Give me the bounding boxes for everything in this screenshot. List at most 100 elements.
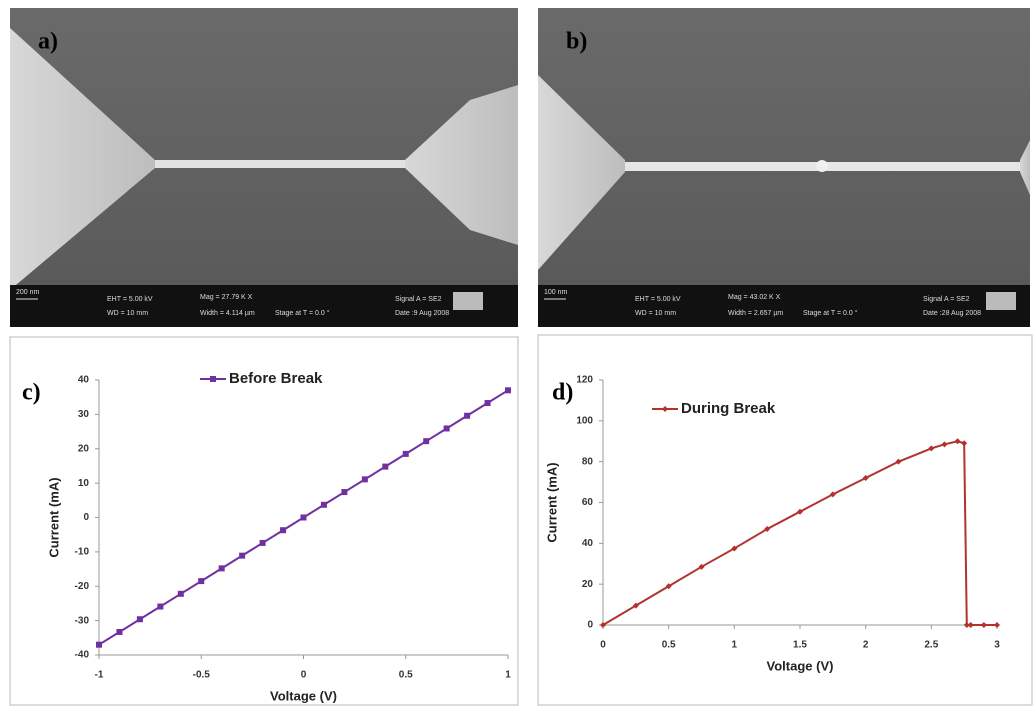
y-tick-label: 60 [582,497,594,508]
scale-bar-label: 100 nm [544,289,568,296]
y-tick-label: 0 [587,620,593,631]
legend-marker [662,406,668,412]
x-tick-label: 2 [863,640,869,651]
series-line [602,440,997,626]
sem-image-b [538,8,1030,327]
marker [764,526,771,533]
marker [300,514,307,521]
marker [218,565,225,572]
x-axis-title: Voltage (V) [270,688,337,703]
marker [994,622,1000,628]
marker [484,400,491,407]
marker [797,508,803,515]
marker [928,445,935,452]
sem-info: Date :28 Aug 2008 [923,310,981,317]
sem-info: EHT = 5.00 kV [107,296,153,303]
x-tick-label: 1 [732,640,738,651]
scale-bar-label: 200 nm [16,289,40,296]
marker [967,622,974,628]
x-tick-label: 1.5 [793,640,807,651]
marker [665,583,672,590]
marker [505,387,511,394]
sem-info: WD = 10 mm [635,310,676,317]
y-tick-label: -40 [75,650,90,661]
marker [402,450,409,457]
y-tick-label: 0 [83,512,89,523]
y-tick-label: 100 [576,415,593,426]
x-tick-label: 3 [994,640,1000,651]
marker [96,641,102,648]
marker [464,412,471,419]
legend-label: During Break [681,400,776,417]
y-tick-label: -30 [75,615,90,626]
sem-info: Stage at T = 0.0 ° [275,309,330,317]
marker [382,463,389,470]
y-axis-title: Current (mA) [46,477,61,557]
chart-frame [537,334,1033,706]
marker [361,476,368,483]
marker [198,578,205,585]
marker [961,440,968,447]
marker [895,458,902,465]
legend-marker [210,376,216,382]
marker [177,590,184,597]
sem-info: Mag = 43.02 K X [728,294,781,301]
marker [632,602,639,609]
sem-info: Date :9 Aug 2008 [395,310,449,317]
sem-info: WD = 10 mm [107,310,148,317]
x-tick-label: 2.5 [924,640,938,651]
marker [698,563,705,570]
marker [600,622,606,628]
marker [280,527,287,534]
y-tick-label: 20 [582,579,594,590]
marker [116,628,123,635]
y-tick-label: -20 [75,581,90,592]
x-tick-label: 0.5 [662,640,676,651]
sem-info: Mag = 27.79 K X [200,294,253,301]
y-tick-label: 10 [78,478,90,489]
marker [136,616,143,623]
y-tick-label: 20 [78,443,90,454]
panel-label: c) [22,380,41,406]
marker [954,438,961,445]
panel-label: a) [38,29,58,55]
marker [963,622,970,628]
sem-info: Stage at T = 0.0 ° [803,309,858,317]
y-tick-label: -10 [75,547,90,558]
marker [341,489,348,496]
marker [157,603,164,610]
x-tick-label: 0.5 [399,670,413,681]
y-tick-label: 120 [576,375,593,386]
marker [423,438,430,445]
marker [731,545,738,552]
marker [320,501,327,508]
x-tick-label: -0.5 [193,670,211,681]
panel-label: d) [552,380,573,406]
sem-image-a [10,8,518,327]
x-tick-label: -1 [95,670,104,681]
x-tick-label: 0 [600,640,606,651]
marker [862,475,869,481]
y-tick-label: 40 [582,538,594,549]
y-tick-label: 30 [78,409,90,420]
marker [259,539,266,546]
marker [239,552,246,559]
y-tick-label: 80 [582,456,594,467]
sem-info: EHT = 5.00 kV [635,296,681,303]
marker [443,425,450,432]
chart-frame [9,336,519,706]
x-tick-label: 0 [301,670,307,681]
marker [980,622,987,628]
sem-info: Signal A = SE2 [923,296,970,303]
x-tick-label: 1 [505,670,511,681]
marker [829,491,836,498]
panel-label: b) [566,29,587,55]
marker [941,441,948,448]
sem-info: Signal A = SE2 [395,296,442,303]
sem-info: Width = 2.657 µm [728,310,783,317]
y-tick-label: 40 [78,375,90,386]
sem-info: Width = 4.114 µm [200,310,255,317]
legend-label: Before Break [229,370,323,387]
x-axis-title: Voltage (V) [767,658,834,673]
